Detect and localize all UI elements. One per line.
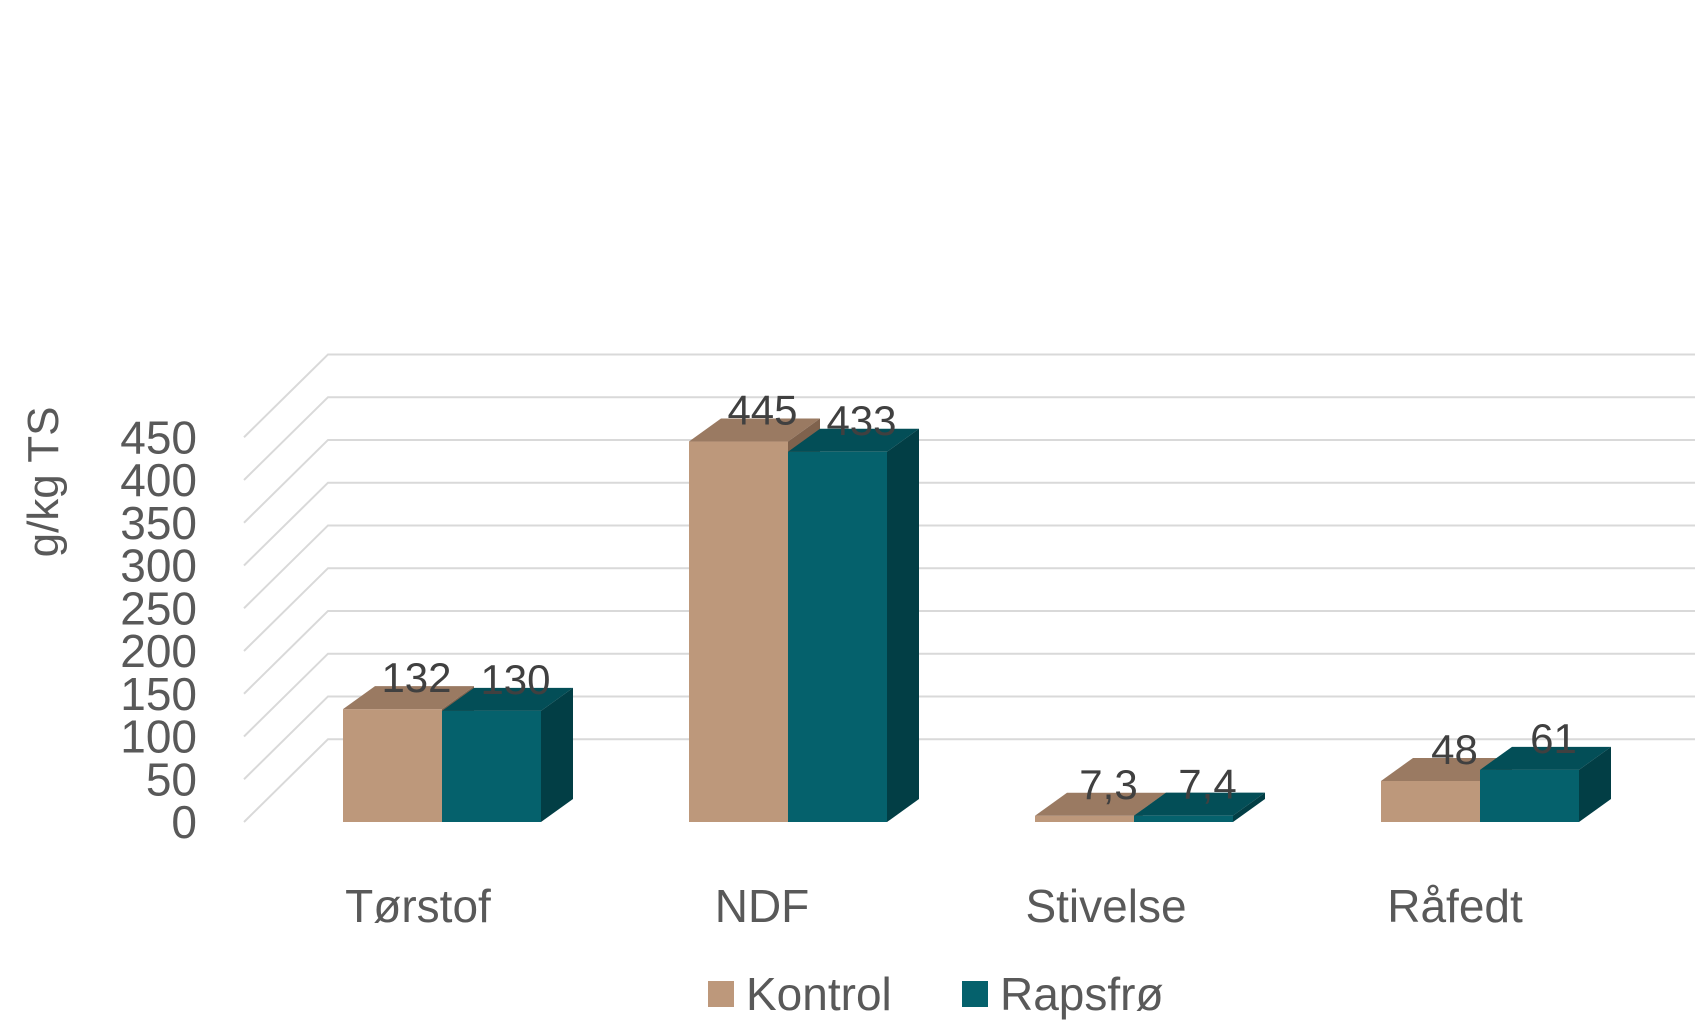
y-tick-label: 400 [120,454,197,506]
legend-swatch [962,981,988,1007]
legend-swatch [708,981,734,1007]
data-label: 48 [1431,726,1478,773]
gridline [243,567,1695,652]
bar-top [1480,746,1611,770]
bar-top [788,428,919,452]
bars: 132 130 445 433 7,3 7,4 48 61 [343,387,1611,822]
y-tick-label: 50 [146,753,197,805]
y-tick-label: 250 [120,582,197,634]
y-axis-label: g/kg TS [19,407,68,558]
data-label: 433 [826,397,896,444]
x-tick-label: NDF [715,880,810,932]
bar-front [788,451,887,822]
gridline [243,481,1695,567]
bar-front [1134,815,1233,822]
legend-item: Kontrol [708,968,892,1020]
gridline [243,609,1695,695]
bar-front [1035,815,1134,822]
x-tick-label: Stivelse [1025,880,1186,932]
bar-top [442,687,573,711]
x-tick-label: Tørstof [345,880,491,932]
x-tick-label: Råfedt [1387,880,1523,932]
x-axis-categories: Tørstof NDF Stivelse Råfedt [345,880,1523,932]
y-tick-label: 0 [171,796,197,848]
gridline [243,353,1695,438]
bar-rapsfrø [1134,792,1265,822]
legend-label: Kontrol [746,968,892,1020]
bar-front [343,709,442,822]
y-tick-label: 350 [120,497,197,549]
gridline [243,652,1695,738]
data-label: 132 [381,654,451,701]
bar-front [442,710,541,822]
bar-side [887,428,919,822]
bar-top [343,686,474,710]
gridline [243,695,1695,780]
y-tick-label: 100 [120,711,197,763]
data-label: 130 [480,656,550,703]
data-label: 445 [727,387,797,434]
data-label: 61 [1530,715,1577,762]
data-label: 7,3 [1079,761,1137,808]
bar-side [1579,746,1611,822]
bar-kontrol [343,686,474,822]
bar-top [689,418,820,442]
gridline [243,524,1695,609]
legend: Kontrol Rapsfrø [708,968,1164,1020]
bar-top [1381,757,1512,781]
gridline [243,438,1695,524]
bar-front [1480,769,1579,822]
bar-rapsfrø [442,687,573,822]
gridlines [243,353,1695,823]
y-tick-label: 300 [120,540,197,592]
bar-side [541,687,573,822]
y-tick-label: 150 [120,668,197,720]
legend-item: Rapsfrø [962,968,1164,1020]
bar-front [1381,780,1480,822]
gridline [243,738,1695,823]
bar-top [1134,792,1265,816]
bar-rapsfrø [1480,746,1611,822]
legend-label: Rapsfrø [1000,968,1164,1020]
bar-front [689,441,788,822]
bar-rapsfrø [788,428,919,822]
y-tick-label: 450 [120,411,197,463]
gridline [243,396,1695,481]
bar-top [1035,792,1166,816]
bar-side [1233,792,1265,822]
data-label: 7,4 [1178,761,1236,808]
y-tick-label: 200 [120,625,197,677]
